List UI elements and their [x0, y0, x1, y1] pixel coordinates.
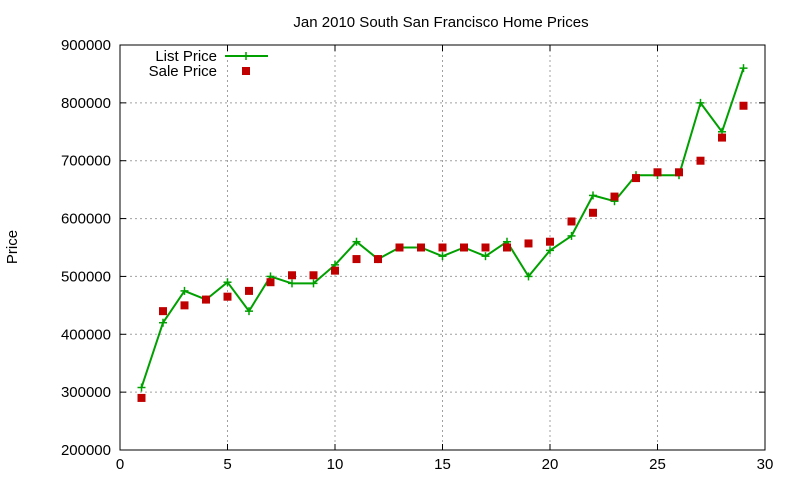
- x-tick-label: 10: [327, 456, 344, 473]
- legend: List Price Sale Price: [149, 48, 268, 80]
- sale-price-point: [503, 243, 511, 252]
- list-price-point: [696, 98, 705, 107]
- data-series: [137, 64, 748, 402]
- y-tick-label: 300000: [61, 384, 111, 401]
- list-price-point: [567, 231, 576, 240]
- y-tick-label: 400000: [61, 326, 111, 343]
- x-tick-label: 15: [434, 456, 451, 473]
- list-price-point: [180, 286, 189, 295]
- legend-sample-sale-price-marker: [242, 67, 250, 75]
- y-tick-label: 900000: [61, 37, 111, 54]
- sale-price-point: [309, 271, 318, 280]
- y-tick-label: 700000: [61, 153, 111, 170]
- sale-price-point: [524, 239, 533, 248]
- y-tick-label: 600000: [61, 211, 111, 228]
- list-price-point: [137, 383, 146, 392]
- y-tick-label: 500000: [61, 268, 111, 285]
- sale-price-point: [567, 217, 576, 226]
- x-tick-label: 25: [649, 456, 666, 473]
- sale-price-point: [696, 156, 705, 165]
- list-price-point: [309, 279, 318, 288]
- sale-price-point: [675, 168, 683, 177]
- y-tick-label: 200000: [61, 442, 111, 459]
- sale-price-point: [374, 255, 382, 264]
- list-price-point: [223, 278, 232, 287]
- sale-price-point: [266, 278, 275, 287]
- list-price-point: [352, 237, 361, 246]
- list-price-point: [481, 252, 490, 261]
- list-price-point: [288, 279, 296, 288]
- sale-price-point: [718, 133, 726, 142]
- sale-price-point: [739, 101, 748, 110]
- legend-label-list-price: List Price: [155, 48, 217, 65]
- sale-price-point: [481, 243, 490, 252]
- sale-price-point: [610, 192, 619, 201]
- sale-price-point: [352, 255, 361, 264]
- list-price-point: [159, 318, 167, 327]
- list-price-point: [524, 272, 533, 281]
- sale-price-point: [417, 243, 425, 252]
- sale-price-point: [331, 266, 339, 275]
- x-tick-label: 30: [757, 456, 774, 473]
- y-tick-label: 800000: [61, 95, 111, 112]
- sale-price-point: [632, 174, 640, 183]
- sale-price-point: [159, 307, 167, 316]
- list-price-point: [739, 64, 748, 73]
- sale-price-point: [653, 168, 662, 177]
- x-tick-label: 20: [542, 456, 559, 473]
- sale-price-point: [438, 243, 447, 252]
- sale-price-point: [395, 243, 404, 252]
- sale-price-point: [137, 393, 146, 402]
- sale-price-point: [546, 237, 554, 246]
- sale-price-point: [245, 286, 253, 295]
- y-axis-label: Price: [4, 230, 21, 264]
- chart-title: Jan 2010 South San Francisco Home Prices: [293, 14, 588, 31]
- legend-label-sale-price: Sale Price: [149, 63, 217, 80]
- legend-sample-list-price-marker: [242, 52, 250, 60]
- list-price-point: [589, 191, 597, 200]
- axis-ticks: 0 5 10 15 20 25 30 200000 300000 400000 500000 6000…: [61, 37, 773, 473]
- sale-price-point: [589, 208, 597, 217]
- x-tick-label: 0: [116, 456, 124, 473]
- x-tick-label: 5: [223, 456, 231, 473]
- sale-price-point: [460, 243, 468, 252]
- list-price-point: [438, 252, 447, 261]
- sale-price-point: [288, 271, 296, 280]
- sale-price-point: [202, 295, 210, 304]
- list-price-point: [245, 307, 253, 316]
- sale-price-point: [223, 292, 232, 301]
- list-price-point: [546, 246, 554, 255]
- sale-price-point: [180, 301, 189, 310]
